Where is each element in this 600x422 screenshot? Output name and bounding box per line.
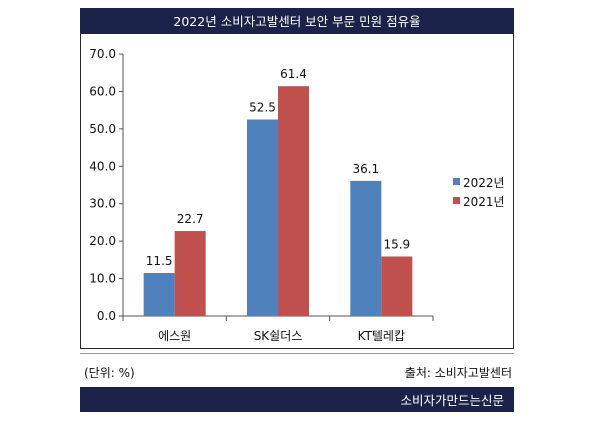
divider	[80, 353, 514, 354]
source-note: 출처: 소비자고발센터	[404, 366, 512, 380]
y-tick-label: 0.0	[97, 309, 116, 323]
bar	[174, 231, 206, 316]
chart-frame: 0.0 10.0 20.0 30.0 40.0 50.0 60.0 70.0 11.5 22.7 에…	[80, 33, 514, 349]
bar	[381, 256, 413, 316]
bar-chart: 0.0 10.0 20.0 30.0 40.0 50.0 60.0 70.0 11.5 22.7 에…	[89, 47, 505, 343]
bar	[278, 86, 309, 316]
y-tick-label: 20.0	[89, 234, 116, 248]
y-tick-label: 40.0	[89, 159, 116, 173]
bar	[350, 180, 382, 316]
data-label: 15.9	[383, 237, 410, 251]
publisher-name: 소비자가만드는신문	[400, 393, 504, 408]
legend-label: 2021년	[463, 195, 505, 209]
data-label: 22.7	[177, 212, 204, 226]
y-tick-label: 30.0	[89, 197, 116, 211]
data-label: 61.4	[280, 67, 307, 81]
bar	[247, 119, 278, 316]
chart-title-banner: 2022년 소비자고발센터 보안 부문 민원 점유율	[80, 8, 514, 33]
y-tick-label: 50.0	[89, 122, 116, 136]
unit-note: (단위: %)	[84, 366, 135, 380]
legend-swatch	[453, 178, 460, 185]
y-tick-label: 70.0	[89, 47, 116, 61]
x-tick-label: SK쉴더스	[254, 329, 303, 343]
data-label: 36.1	[352, 162, 379, 176]
bar	[143, 272, 175, 316]
data-label: 11.5	[146, 254, 173, 268]
footer-banner: 소비자가만드는신문	[80, 387, 514, 412]
chart-title: 2022년 소비자고발센터 보안 부문 민원 점유율	[173, 14, 421, 29]
x-tick-label: KT텔레캅	[358, 329, 405, 343]
data-label: 52.5	[249, 101, 276, 115]
y-tick-label: 10.0	[89, 272, 116, 286]
x-tick-label: 에스원	[158, 329, 191, 343]
y-tick-label: 60.0	[89, 84, 116, 98]
legend-swatch	[453, 197, 460, 204]
legend-label: 2022년	[463, 176, 505, 190]
